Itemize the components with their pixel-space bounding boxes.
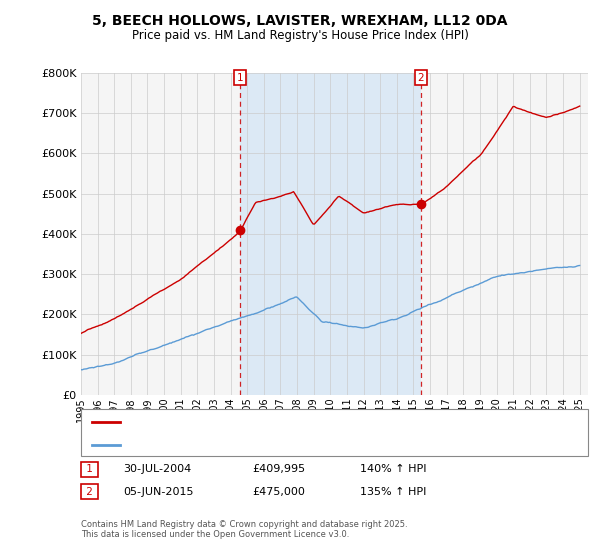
Text: 05-JUN-2015: 05-JUN-2015 [123, 487, 193, 497]
Text: £409,995: £409,995 [252, 464, 305, 474]
Text: 2: 2 [83, 487, 96, 497]
Bar [240, 73, 421, 395]
Text: 5, BEECH HOLLOWS, LAVISTER, WREXHAM, LL12 0DA: 5, BEECH HOLLOWS, LAVISTER, WREXHAM, LL1… [92, 14, 508, 28]
Text: 1: 1 [237, 73, 244, 83]
Text: HPI: Average price, detached house, Wrexham: HPI: Average price, detached house, Wrex… [126, 440, 368, 450]
Text: 2: 2 [417, 73, 424, 83]
Text: 30-JUL-2004: 30-JUL-2004 [123, 464, 191, 474]
Text: 5, BEECH HOLLOWS, LAVISTER, WREXHAM, LL12 0DA (detached house): 5, BEECH HOLLOWS, LAVISTER, WREXHAM, LL1… [126, 417, 498, 427]
Text: Contains HM Land Registry data © Crown copyright and database right 2025.
This d: Contains HM Land Registry data © Crown c… [81, 520, 407, 539]
Text: 135% ↑ HPI: 135% ↑ HPI [360, 487, 427, 497]
Text: 140% ↑ HPI: 140% ↑ HPI [360, 464, 427, 474]
Text: 1: 1 [83, 464, 96, 474]
Text: £475,000: £475,000 [252, 487, 305, 497]
Text: Price paid vs. HM Land Registry's House Price Index (HPI): Price paid vs. HM Land Registry's House … [131, 29, 469, 42]
